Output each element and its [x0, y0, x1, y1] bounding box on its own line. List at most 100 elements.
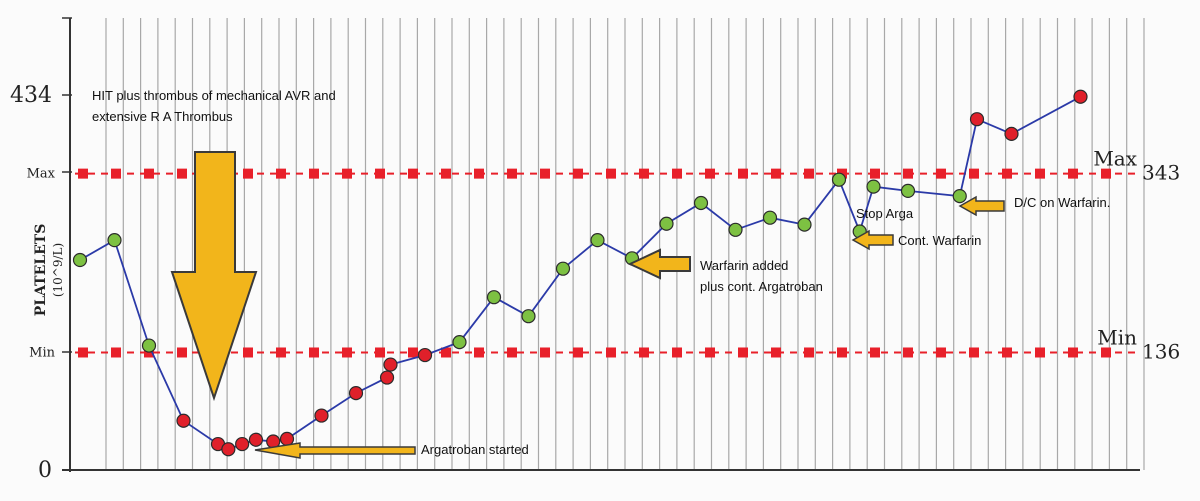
- reference-marker-min-25: [903, 347, 913, 358]
- reference-marker-min-14: [540, 347, 550, 358]
- reference-marker-min-16: [606, 347, 616, 358]
- y-axis-title: PLATELETS: [33, 224, 49, 317]
- annotation-hit-line-0: HIT plus thrombus of mechanical AVR and: [92, 88, 336, 103]
- reference-marker-max-8: [342, 168, 352, 179]
- cont-warfarin-arrow: [851, 229, 894, 251]
- reference-marker-min-9: [375, 347, 385, 358]
- data-point-24: [762, 210, 778, 225]
- reference-marker-max-26: [936, 168, 946, 179]
- annotation-argatroban: Argatroban started: [421, 442, 529, 457]
- reference-marker-min-7: [309, 347, 319, 358]
- reference-marker-max-29: [1035, 168, 1045, 179]
- annotation-dc: D/C on Warfarin.: [1014, 195, 1110, 210]
- reference-marker-min-20: [738, 347, 748, 358]
- reference-marker-min-30: [1068, 347, 1078, 358]
- reference-marker-max-1: [111, 168, 121, 179]
- reference-name-max: Max: [1093, 147, 1137, 171]
- annotation-warfarin-line-0: Warfarin added: [700, 258, 788, 273]
- reference-marker-max-28: [1002, 168, 1012, 179]
- reference-marker-max-22: [804, 168, 814, 179]
- y-axis-unit: (10^9/L): [51, 243, 65, 297]
- data-point-25: [797, 217, 812, 232]
- reference-marker-min-27: [969, 347, 979, 358]
- reference-marker-min-11: [441, 347, 451, 358]
- warfarin-arrow: [627, 248, 691, 280]
- reference-marker-max-31: [1101, 168, 1111, 179]
- data-point-22: [693, 195, 709, 211]
- data-point-2: [141, 338, 157, 353]
- reference-marker-max-6: [276, 168, 286, 179]
- reference-marker-max-27: [969, 168, 979, 179]
- series-line-0: [79, 95, 1081, 451]
- reference-marker-min-29: [1035, 347, 1045, 358]
- reference-marker-min-31: [1101, 347, 1111, 358]
- reference-marker-min-22: [804, 347, 814, 358]
- big-down-arrow: [170, 151, 258, 402]
- data-point-6: [235, 436, 250, 452]
- reference-marker-max-17: [639, 168, 649, 179]
- data-point-13: [383, 357, 398, 372]
- reference-marker-min-26: [936, 347, 946, 358]
- data-point-0: [72, 252, 88, 268]
- data-point-31: [969, 112, 985, 127]
- reference-marker-max-20: [738, 168, 748, 179]
- data-point-19: [590, 233, 605, 248]
- data-point-32: [1004, 126, 1019, 141]
- reference-marker-min-18: [672, 347, 682, 358]
- annotation-contwarfarin: Cont. Warfarin: [898, 233, 981, 248]
- reference-name-min: Min: [1097, 325, 1137, 349]
- reference-marker-min-6: [276, 347, 286, 358]
- reference-marker-max-10: [408, 168, 418, 179]
- reference-marker-max-11: [441, 168, 451, 179]
- reference-value-min: 136: [1142, 339, 1180, 363]
- reference-marker-max-5: [243, 168, 253, 179]
- annotation-hit-line-1: extensive R A Thrombus: [92, 109, 233, 124]
- data-point-12: [379, 370, 395, 385]
- y-tick-label-2: Min: [29, 345, 55, 360]
- reference-marker-min-15: [573, 347, 583, 358]
- reference-marker-max-0: [78, 168, 88, 179]
- reference-marker-min-23: [837, 347, 847, 358]
- annotation-stoparga: Stop Arga: [856, 206, 914, 221]
- reference-marker-min-8: [342, 347, 352, 358]
- reference-marker-max-7: [309, 168, 319, 179]
- y-tick-label-1: Max: [27, 167, 56, 182]
- reference-marker-min-19: [705, 347, 715, 358]
- data-point-33: [1073, 89, 1088, 104]
- data-point-30: [952, 188, 967, 204]
- argatroban-arrow: [254, 442, 416, 459]
- data-point-26: [831, 172, 847, 187]
- reference-marker-max-16: [606, 168, 616, 179]
- reference-marker-max-15: [573, 168, 583, 179]
- y-tick-label-3: 0: [38, 458, 52, 483]
- reference-marker-max-14: [540, 168, 550, 179]
- reference-marker-max-13: [507, 168, 517, 179]
- reference-marker-min-1: [111, 347, 121, 358]
- reference-marker-max-19: [705, 168, 715, 179]
- data-point-23: [728, 222, 743, 237]
- reference-marker-min-24: [870, 347, 880, 358]
- data-point-1: [107, 233, 122, 248]
- data-point-29: [900, 183, 916, 199]
- reference-marker-min-5: [243, 347, 253, 358]
- reference-marker-min-12: [474, 347, 484, 358]
- data-point-16: [486, 290, 502, 305]
- data-point-11: [348, 385, 364, 401]
- data-point-5: [221, 442, 236, 457]
- data-point-21: [659, 216, 674, 231]
- reference-marker-min-0: [78, 347, 88, 358]
- data-point-9: [279, 431, 295, 446]
- reference-marker-max-12: [474, 168, 484, 179]
- annotation-warfarin-line-1: plus cont. Argatroban: [700, 279, 823, 294]
- data-point-15: [452, 335, 467, 350]
- y-tick-label-0: 434: [10, 83, 52, 108]
- data-point-28: [866, 179, 881, 194]
- reference-marker-max-2: [144, 168, 154, 179]
- data-point-17: [521, 309, 536, 324]
- data-point-18: [555, 261, 571, 276]
- reference-marker-max-9: [375, 168, 385, 179]
- reference-marker-min-17: [639, 347, 649, 358]
- reference-value-max: 343: [1142, 161, 1180, 185]
